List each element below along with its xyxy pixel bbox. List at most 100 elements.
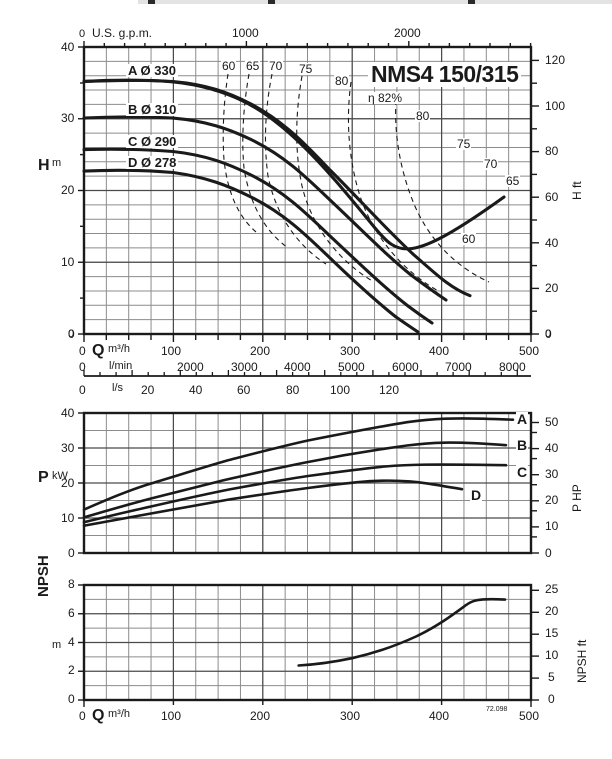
head-top-tick-2000: 2000: [394, 26, 421, 40]
npsh-q-tick-200: 200: [250, 709, 271, 723]
q-ls-tick-0: 0: [79, 383, 86, 397]
npsh-left-tick-4: 4: [68, 635, 75, 649]
npsh-axis-unit-m: m: [52, 639, 62, 651]
head-curve-D: [82, 168, 420, 334]
power-series-label-D: D: [470, 487, 483, 503]
head-axis-unit-m: m: [52, 157, 62, 169]
q-lmin-tick-2000: 2000: [177, 360, 204, 374]
page-header-strip: [138, 0, 612, 4]
power-left-tick-10: 10: [61, 511, 75, 525]
npsh-left-tick-0: 0: [68, 692, 75, 706]
npsh-chart: [78, 583, 539, 707]
npsh-left-tick-2: 2: [68, 663, 75, 677]
efficiency-label-70-upper: 70: [268, 59, 284, 73]
efficiency-label-60-lower: 60: [461, 232, 477, 246]
q-m3h-tick-300: 300: [340, 344, 361, 358]
q-ls-tick-100: 100: [330, 383, 351, 397]
q-m3h-tick-100: 100: [161, 344, 182, 358]
reference-code: 72.098: [486, 706, 508, 713]
efficiency-label-80-lower: 80: [415, 109, 431, 123]
head-left-tick-40: 40: [61, 40, 75, 54]
q-ls-tick-60: 60: [237, 383, 251, 397]
npsh-right-tick-20: 20: [545, 604, 559, 618]
power-left-tick-40: 40: [61, 406, 75, 420]
power-chart-major-grid: [84, 413, 531, 553]
power-curve-B: [82, 441, 508, 519]
q-ls-tick-80: 80: [286, 383, 300, 397]
efficiency-label-60-upper: 60: [221, 59, 237, 73]
power-curve-C: [82, 463, 508, 524]
head-left-tick-0: 0: [68, 327, 75, 341]
head-top-tick-1000: 1000: [232, 26, 259, 40]
power-chart-frame: [82, 411, 533, 555]
npsh-right-ticks: [531, 589, 539, 701]
head-right-tick-100: 100: [545, 99, 566, 113]
power-left-tick-20: 20: [61, 476, 75, 490]
power-right-tick-50: 50: [545, 415, 559, 429]
power-right-tick-20: 20: [545, 493, 559, 507]
npsh-q-axis-title: Q: [92, 707, 105, 724]
head-axis-title-H: H: [38, 157, 50, 174]
power-chart: [78, 411, 539, 555]
head-right-axis-title: H ft: [570, 181, 584, 200]
head-right-tick-80: 80: [545, 144, 559, 158]
power-curves: [82, 417, 515, 527]
npsh-chart-frame: [82, 583, 533, 702]
npsh-right-tick-15: 15: [545, 626, 559, 640]
npsh-right-tick-25: 25: [545, 582, 559, 596]
power-right-ticks: [531, 421, 539, 554]
pump-model-title: NMS4 150/315: [368, 62, 522, 87]
efficiency-label-80-upper: 80: [334, 74, 350, 88]
npsh-q-tick-400: 400: [429, 709, 450, 723]
impeller-label-C: C Ø 290: [126, 134, 179, 149]
efficiency-label-65-upper: 65: [245, 59, 261, 73]
q-lmin-tick-8000: 8000: [499, 360, 526, 374]
q-axis-unit-ls: l/s: [112, 382, 123, 394]
power-left-tick-30: 30: [61, 441, 75, 455]
npsh-right-tick-0: 0: [548, 692, 555, 706]
power-series-label-B: B: [516, 437, 529, 453]
npsh-right-tick-10: 10: [545, 648, 559, 662]
head-curves-render: [82, 78, 472, 334]
q-axis-unit-m3h: m³/h: [108, 343, 130, 355]
npsh-chart-major-grid: [84, 585, 531, 700]
head-curve-B: [82, 115, 448, 302]
head-right-tick-20: 20: [545, 281, 559, 295]
head-chart-right-ticks: [531, 59, 539, 335]
npsh-curve: [297, 597, 507, 667]
power-left-tick-0: 0: [68, 546, 75, 560]
efficiency-peak-label: η 82%: [367, 91, 404, 105]
head-right-tick-60: 60: [545, 190, 559, 204]
q-m3h-tick-400: 400: [429, 344, 450, 358]
npsh-q-axis-unit: m³/h: [108, 708, 130, 720]
power-right-tick-30: 30: [545, 467, 559, 481]
head-right-tick-40: 40: [545, 236, 559, 250]
q-m3h-tick-0: 0: [79, 344, 86, 358]
q-lmin-tick-6000: 6000: [392, 360, 419, 374]
npsh-q-tick-100: 100: [161, 709, 182, 723]
npsh-right-axis-title: NPSH ft: [575, 639, 589, 683]
head-left-tick-30: 30: [61, 111, 75, 125]
head-curve-A: [82, 78, 472, 298]
npsh-axis-title: NPSH: [35, 555, 52, 597]
power-series-label-C: C: [516, 464, 529, 480]
head-left-tick-10: 10: [61, 255, 75, 269]
head-curve-C: [82, 147, 434, 325]
head-right-tick-120: 120: [545, 53, 566, 67]
npsh-q-tick-500: 500: [519, 709, 540, 723]
q-ls-tick-20: 20: [141, 383, 155, 397]
q-lmin-tick-7000: 7000: [445, 360, 472, 374]
npsh-left-tick-8: 8: [68, 577, 75, 591]
q-ls-tick-120: 120: [379, 383, 400, 397]
npsh-q-tick-0: 0: [79, 709, 86, 723]
efficiency-label-75-upper: 75: [298, 62, 314, 76]
npsh-q-tick-300: 300: [340, 709, 361, 723]
q-ls-tick-40: 40: [189, 383, 203, 397]
q-lmin-tick-4000: 4000: [284, 360, 311, 374]
power-series-label-A: A: [516, 411, 529, 427]
head-chart-bottom-scales: [83, 334, 532, 377]
head-top-tick-0: 0: [79, 28, 86, 40]
head-bottom-zero-left: 0: [68, 328, 75, 340]
efficiency-label-75-lower: 75: [456, 137, 472, 151]
power-right-tick-0: 0: [545, 546, 552, 560]
